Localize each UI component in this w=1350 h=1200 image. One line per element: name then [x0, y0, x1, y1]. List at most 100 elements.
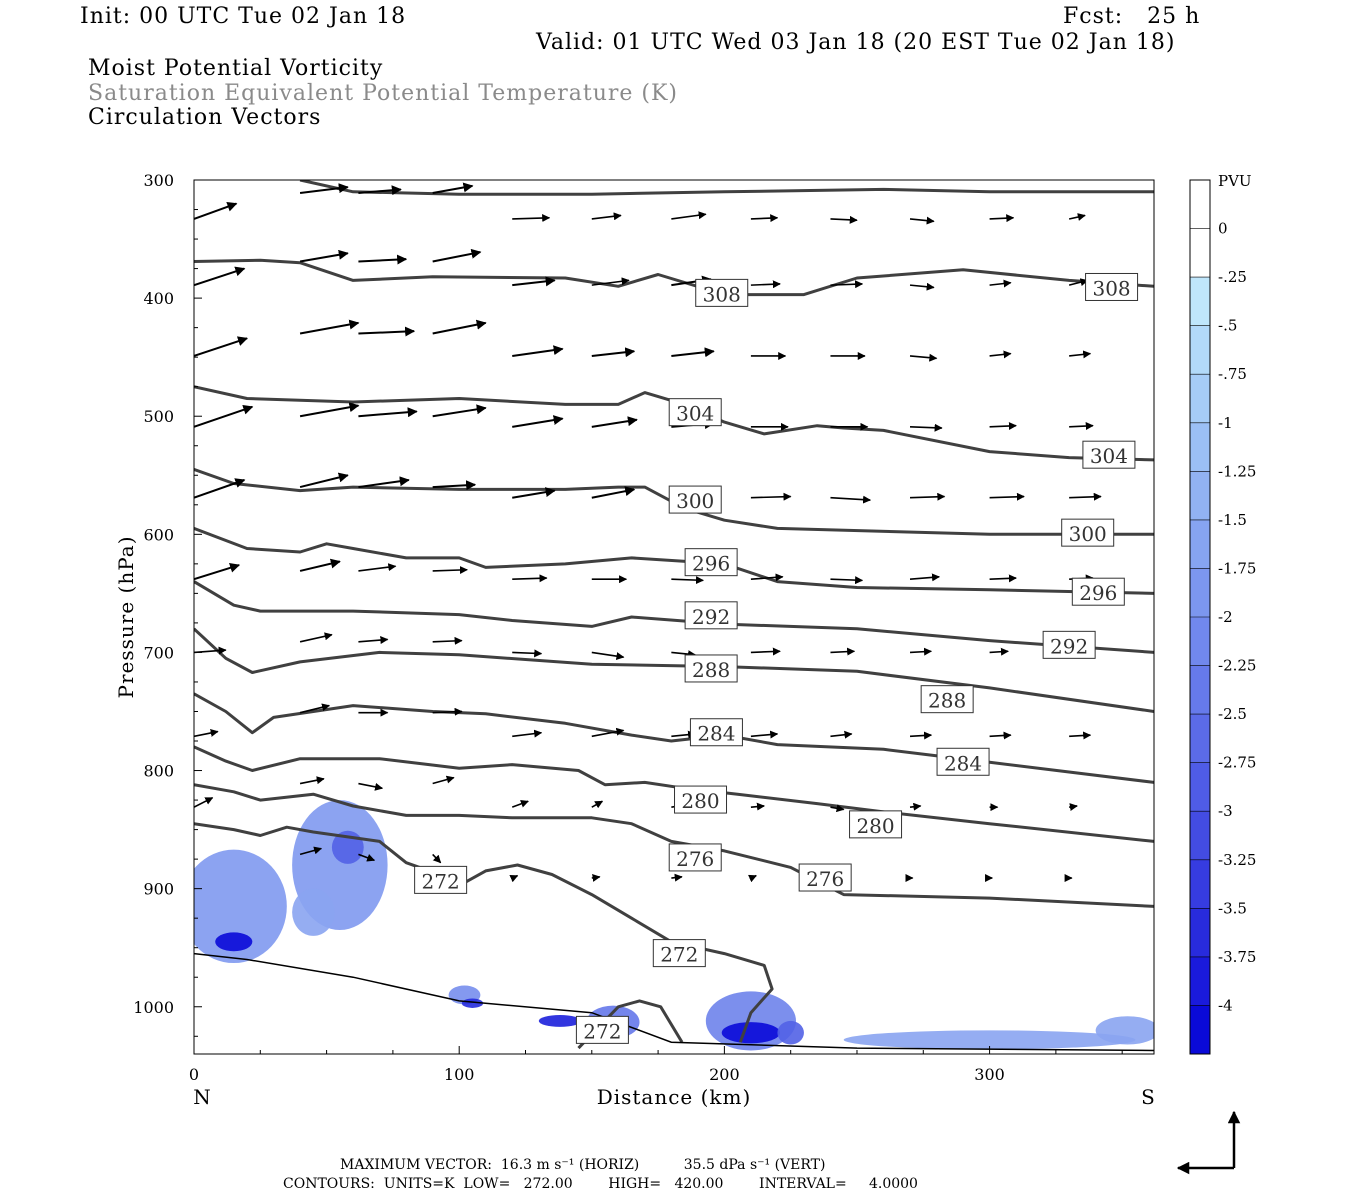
circulation-vector-108 [299, 846, 323, 856]
colorbar-tick-label-5: -1.25 [1218, 462, 1256, 480]
circulation-vector-51 [194, 478, 246, 499]
circulation-vector-35 [1069, 350, 1092, 359]
circulation-vector-109 [358, 853, 376, 862]
circulation-vector-91 [750, 730, 779, 739]
contour-label-11: 288 [928, 689, 966, 713]
contour-label-box-4 [668, 485, 722, 514]
circulation-vector-5 [591, 212, 622, 221]
x-axis-label: Distance (km) [597, 1085, 752, 1109]
circulation-vector-103 [750, 802, 765, 811]
circulation-vector-12 [299, 249, 349, 263]
circulation-vector-19 [750, 280, 781, 289]
circulation-vector-59 [1069, 492, 1102, 501]
colorbar-segment-1 [1190, 228, 1210, 278]
colorbar-segment-17 [1190, 1005, 1210, 1055]
circulation-vector-1 [358, 185, 402, 196]
circulation-vector-55 [750, 492, 792, 501]
circulation-vector-56 [830, 495, 872, 504]
contour-label-16: 276 [676, 847, 714, 871]
contour-label-12: 284 [697, 722, 735, 746]
circulation-vector-95 [1069, 731, 1092, 740]
x-left-end-label: N [193, 1085, 211, 1109]
circulation-vector-60 [299, 558, 341, 572]
contour-label-box-15 [849, 810, 903, 839]
y-tick-label-1000: 1000 [133, 998, 174, 1017]
init-time: Init: 00 UTC Tue 02 Jan 18 [80, 4, 407, 29]
contour-label-4: 300 [676, 489, 714, 513]
circulation-vector-58 [989, 492, 1025, 501]
colorbar-segment-8 [1190, 568, 1210, 618]
contour-label-box-12 [689, 718, 743, 747]
circulation-vector-99 [194, 796, 214, 808]
circulation-vector-50 [432, 480, 477, 491]
reference-vector-icon [1176, 1110, 1241, 1175]
circulation-vector-21 [909, 282, 935, 291]
circulation-vector-48 [299, 472, 349, 489]
x-tick-label-300: 300 [974, 1065, 1005, 1084]
circulation-vector-105 [909, 802, 922, 811]
contour-label-8: 292 [692, 605, 730, 629]
circulation-vector-114 [748, 874, 757, 883]
circulation-vector-57 [909, 492, 946, 501]
circulation-vector-8 [830, 215, 858, 224]
circulation-vector-41 [591, 416, 638, 428]
circulation-vector-66 [671, 576, 704, 585]
mpv-shading-14 [1095, 1016, 1154, 1045]
contour-label-box-3 [1082, 440, 1136, 469]
circulation-vector-113 [671, 873, 683, 882]
circulation-vector-36 [299, 402, 360, 418]
circulation-vector-30 [671, 347, 715, 358]
circulation-vector-39 [194, 404, 254, 428]
contour-label-1: 308 [1092, 276, 1130, 300]
circulation-vector-104 [830, 804, 845, 813]
circulation-vector-82 [989, 647, 1009, 656]
circulation-vector-72 [299, 632, 333, 643]
contour-label-box-7 [1071, 577, 1125, 606]
mpv-shading-12 [777, 1020, 804, 1045]
contour-label-box-18 [414, 865, 468, 894]
contour-label-18: 272 [422, 869, 460, 893]
contour-info-note: CONTOURS: UNITS=K LOW= 272.00 HIGH= 420.… [283, 1176, 918, 1192]
colorbar-segment-5 [1190, 422, 1210, 472]
colorbar-tick-label-4: -1 [1218, 414, 1233, 432]
circulation-vector-98 [432, 775, 455, 785]
circulation-vector-7 [750, 214, 779, 223]
circulation-vector-9 [909, 216, 935, 225]
circulation-vector-17 [591, 277, 630, 286]
y-tick-label-900: 900 [143, 880, 174, 899]
contour-label-6: 296 [692, 552, 730, 576]
circulation-vector-27 [194, 336, 248, 357]
theta-contour-284-7 [194, 692, 1154, 784]
circulation-vector-81 [909, 647, 933, 656]
colorbar-tick-label-15: -3.75 [1218, 948, 1256, 966]
circulation-vector-62 [432, 566, 468, 575]
circulation-vector-47 [1069, 422, 1094, 431]
circulation-vector-38 [432, 404, 487, 418]
colorbar-tick-label-0: 0 [1218, 220, 1228, 238]
circulation-vector-10 [989, 214, 1015, 223]
circulation-vector-68 [830, 576, 864, 585]
contour-label-box-16 [668, 843, 722, 872]
circulation-vector-22 [989, 279, 1012, 288]
contour-label-7: 296 [1079, 581, 1117, 605]
x-tick-label-100: 100 [444, 1065, 475, 1084]
circulation-vector-37 [358, 407, 418, 418]
contour-label-19: 272 [660, 943, 698, 967]
circulation-vector-92 [830, 730, 853, 739]
circulation-vector-0 [299, 183, 349, 194]
contour-label-10: 288 [692, 658, 730, 682]
contour-label-box-20 [575, 1015, 629, 1044]
colorbar-segment-16 [1190, 956, 1210, 1006]
colorbar-segment-12 [1190, 762, 1210, 812]
field-title-vectors: Circulation Vectors [88, 105, 322, 130]
max-vector-note: MAXIMUM VECTOR: 16.3 m s⁻¹ (HORIZ) 35.5 … [340, 1157, 826, 1173]
contour-label-box-8 [684, 601, 738, 630]
contour-label-14: 280 [681, 789, 719, 813]
colorbar-tick-label-2: -.5 [1218, 317, 1237, 335]
circulation-vector-94 [989, 731, 1012, 740]
colorbar-segment-15 [1190, 908, 1210, 958]
y-tick-label-300: 300 [143, 171, 174, 190]
circulation-vector-45 [909, 423, 943, 432]
circulation-vector-73 [358, 636, 389, 645]
